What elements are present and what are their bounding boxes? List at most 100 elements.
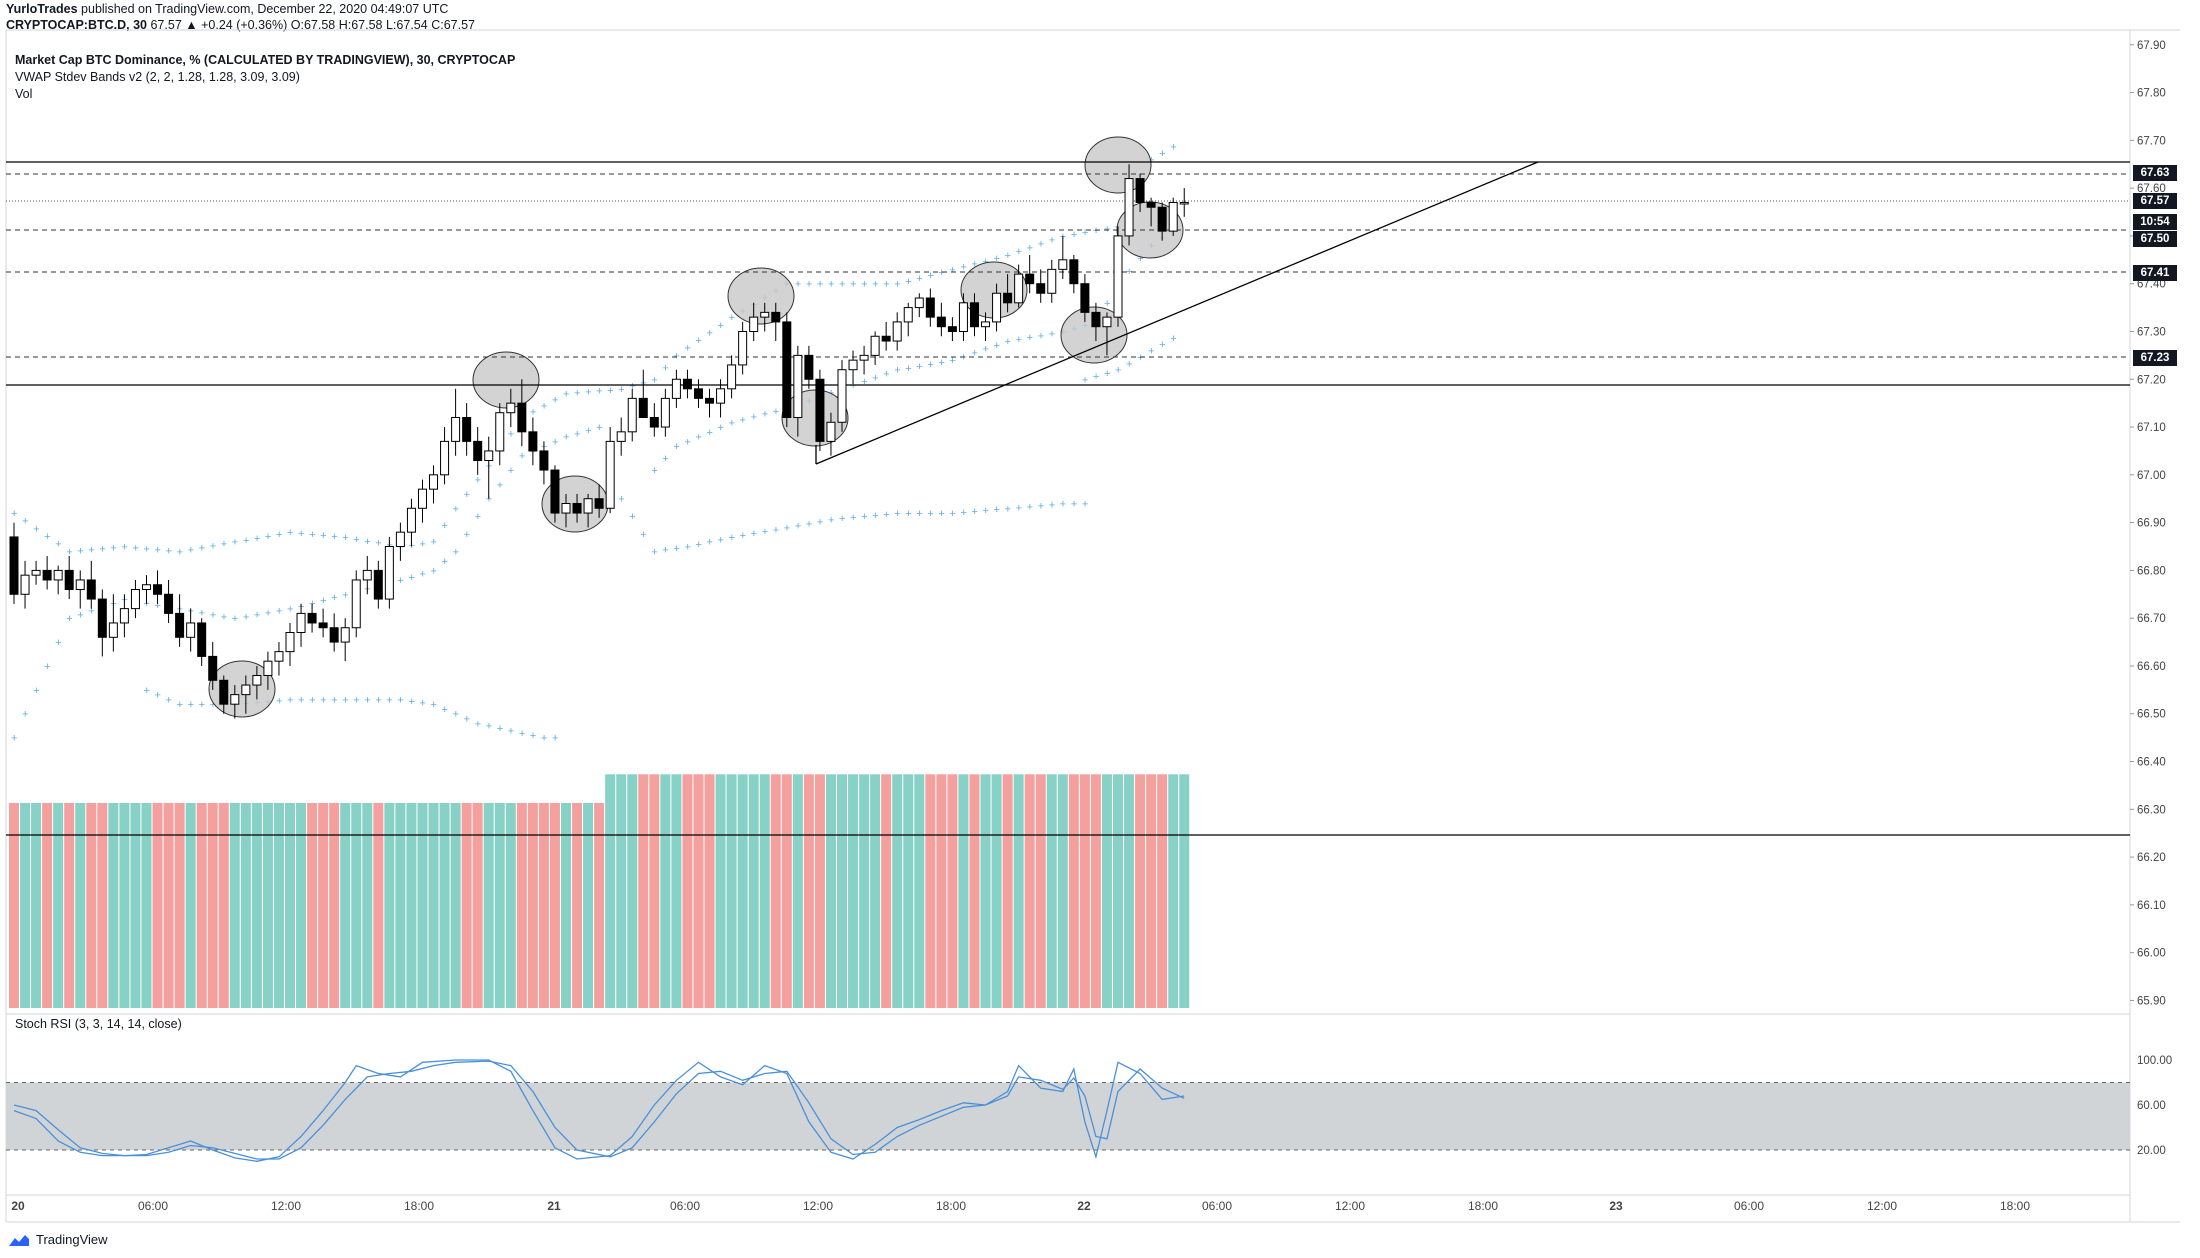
volume-bar (936, 774, 947, 1008)
vwap-band-marker: + (707, 327, 713, 339)
vwap-band-marker: + (938, 267, 944, 279)
vwap-legend[interactable]: VWAP Stdev Bands v2 (2, 2, 1.28, 1.28, 3… (15, 70, 300, 84)
candle-body (97, 598, 107, 638)
vwap-band-marker: + (1093, 225, 1099, 237)
volume-bar (538, 803, 549, 1008)
candle-body (627, 397, 637, 433)
volume-bar (152, 803, 163, 1008)
vwap-band-marker: + (916, 273, 922, 285)
vwap-band-marker: + (729, 417, 735, 429)
candle-body (561, 502, 571, 514)
vwap-band-marker: + (419, 698, 425, 710)
volume-bar (285, 803, 295, 1008)
volume-bar (229, 803, 240, 1008)
rsi-legend[interactable]: Stoch RSI (3, 3, 14, 14, close) (15, 1017, 182, 1031)
price-label-67-63: 67.63 (2133, 165, 2177, 181)
candle-body (859, 354, 869, 361)
vwap-band-marker: + (508, 465, 514, 477)
author-name[interactable]: YurloTrades (6, 2, 78, 16)
last-price: 67.57 (150, 18, 182, 32)
volume-bar (561, 803, 571, 1008)
candle-body (462, 416, 472, 442)
volume-bar (42, 803, 53, 1008)
vol-legend[interactable]: Vol (15, 87, 33, 101)
time-tick-label: 06:00 (670, 1199, 700, 1213)
vwap-band-marker: + (188, 699, 194, 711)
vwap-band-marker: + (464, 714, 470, 726)
footer-brand[interactable]: TradingView (8, 1232, 108, 1247)
vwap-band-marker: + (55, 637, 61, 649)
candle-body (958, 302, 968, 332)
price-tick-label: 67.30 (2137, 326, 2166, 338)
volume-bar (472, 803, 483, 1008)
price-label-67-23: 67.23 (2133, 350, 2177, 366)
volume-bar (594, 803, 605, 1008)
vwap-band-marker: + (883, 369, 889, 381)
vwap-band-marker: + (960, 507, 966, 519)
volume-bar (1035, 774, 1046, 1008)
vwap-band-marker: + (994, 504, 1000, 516)
vwap-band-marker: + (971, 259, 977, 271)
vwap-band-marker: + (508, 725, 514, 737)
vwap-band-marker: + (828, 515, 834, 527)
vwap-band-marker: + (453, 546, 459, 558)
candle-body (351, 579, 361, 629)
vwap-band-marker: + (431, 699, 437, 711)
vwap-band-marker: + (177, 546, 183, 558)
volume-bar (141, 803, 152, 1008)
vwap-band-marker: + (1104, 368, 1110, 380)
candle-body (528, 431, 538, 452)
volume-bar (240, 803, 251, 1008)
vwap-band-marker: + (718, 534, 724, 546)
volume-bar (1113, 774, 1123, 1008)
volume-bar (395, 803, 406, 1008)
vwap-band-marker: + (1049, 499, 1055, 511)
vwap-band-marker: + (475, 718, 481, 730)
vwap-band-marker: + (552, 733, 558, 745)
vwap-band-marker: + (232, 613, 238, 625)
time-tick-label: 06:00 (138, 1199, 168, 1213)
price-tick-label: 67.60 (2137, 183, 2166, 195)
candle-body (440, 440, 450, 476)
vwap-band-marker: + (265, 607, 271, 619)
vwap-band-marker: + (88, 606, 94, 618)
candle-body (1168, 201, 1178, 232)
candle-body (64, 569, 74, 591)
vwap-band-marker: + (210, 699, 216, 711)
vwap-band-marker: + (199, 542, 205, 554)
candle-body (141, 584, 151, 591)
price-tick-label: 67.70 (2137, 135, 2166, 147)
time-tick-label: 06:00 (1202, 1199, 1232, 1213)
vwap-band-marker: + (453, 503, 459, 515)
high-value: H:67.58 (338, 18, 383, 32)
vwap-band-marker: + (1016, 246, 1022, 258)
candle-body (716, 388, 726, 404)
vwap-band-marker: + (1038, 330, 1044, 342)
vwap-band-marker: + (684, 542, 690, 554)
price-tick-label: 66.70 (2137, 613, 2166, 625)
highlight-circle (727, 267, 795, 325)
vwap-band-marker: + (1060, 498, 1066, 510)
vwap-band-marker: + (773, 524, 779, 536)
volume-bar (406, 803, 417, 1008)
vwap-band-marker: + (397, 694, 403, 706)
vwap-band-marker: + (574, 388, 580, 400)
vwap-band-marker: + (684, 343, 690, 355)
vwap-band-marker: + (751, 528, 757, 540)
volume-bar (693, 774, 704, 1008)
vwap-band-marker: + (618, 494, 624, 506)
candle-body (42, 569, 52, 581)
candle-body (329, 627, 339, 643)
vwap-band-marker: + (243, 535, 249, 547)
vwap-band-marker: + (596, 422, 602, 434)
candle-body (208, 655, 218, 681)
candle-body (583, 498, 593, 514)
chart-title[interactable]: Market Cap BTC Dominance, % (CALCULATED … (15, 53, 516, 67)
volume-bar (97, 803, 108, 1008)
vwap-band-marker: + (1027, 501, 1033, 513)
candle-body (1047, 268, 1057, 294)
vwap-band-marker: + (1027, 242, 1033, 254)
candle-body (1135, 178, 1145, 203)
vwap-band-marker: + (530, 407, 536, 419)
